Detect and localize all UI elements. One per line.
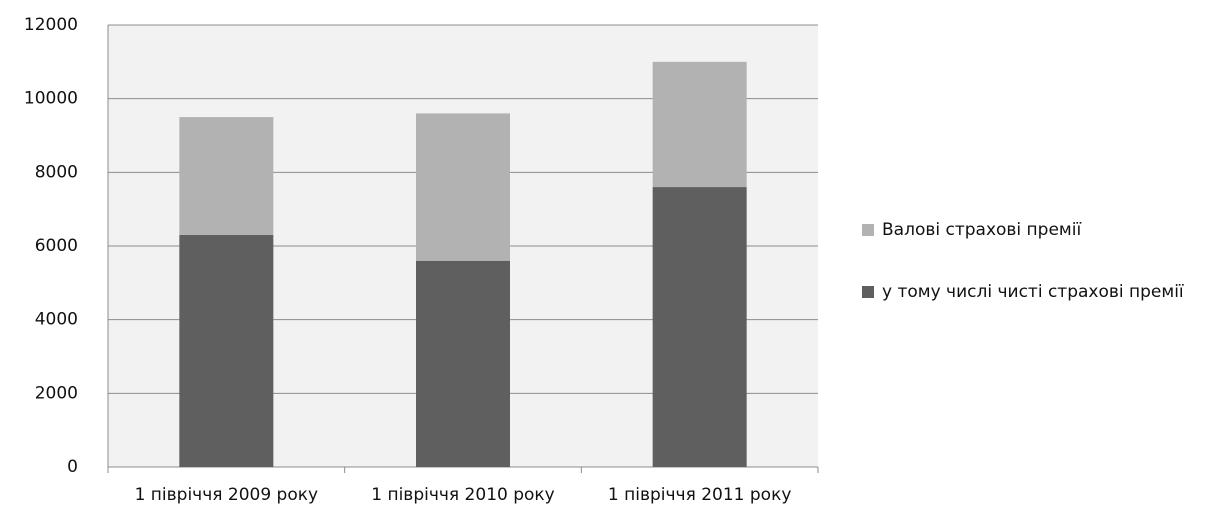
y-tick-label: 4000 — [35, 310, 78, 330]
legend-label: у тому числі чисті страхові премії — [882, 282, 1184, 302]
legend-swatch — [862, 286, 874, 298]
bar-segment — [416, 113, 510, 261]
legend-label: Валові страхові премії — [882, 220, 1082, 240]
y-tick-label: 6000 — [35, 236, 78, 256]
legend-item: у тому числі чисті страхові премії — [862, 280, 1211, 304]
bar-segment — [652, 187, 747, 468]
bar-segment — [652, 61, 747, 188]
y-tick-label: 2000 — [35, 383, 78, 403]
x-tick-label: 1 півріччя 2011 року — [607, 485, 792, 505]
bar-segment — [179, 117, 274, 235]
y-tick-label: 10000 — [24, 89, 78, 109]
x-tick-label: 1 півріччя 2010 року — [371, 485, 555, 505]
y-tick-label: 12000 — [24, 15, 78, 35]
legend-item: Валові страхові премії — [862, 218, 1211, 242]
y-tick-label: 8000 — [35, 162, 78, 182]
bar-segment — [179, 234, 274, 467]
legend-swatch — [862, 224, 874, 236]
x-tick-label: 1 півріччя 2009 року — [134, 485, 319, 505]
y-tick-label: 0 — [67, 457, 78, 477]
bar-segment — [416, 260, 510, 467]
